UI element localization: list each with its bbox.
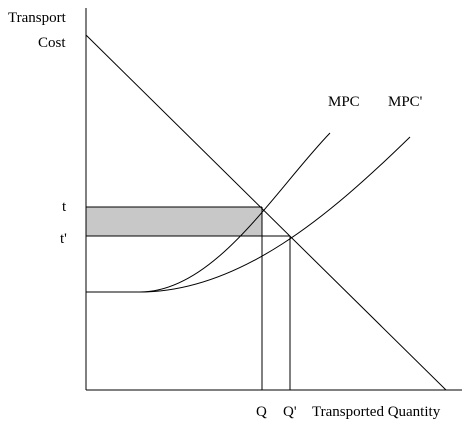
x-tick-label: Q [256, 404, 267, 420]
y-tick-label: t' [60, 231, 67, 247]
y-tick-label: t [62, 199, 67, 215]
x-axis-label: Transported Quantity [312, 404, 441, 420]
curve-label: MPC [328, 94, 360, 110]
demand-line [85, 34, 447, 391]
y-axis-label: Cost [38, 35, 66, 51]
mpc-curve [86, 132, 331, 293]
mpc-prime-curve [139, 136, 411, 293]
y-axis-label: Transport [8, 10, 67, 26]
shaded-area [86, 207, 262, 236]
x-tick-label: Q' [283, 404, 297, 420]
curve-label: MPC' [388, 94, 423, 110]
